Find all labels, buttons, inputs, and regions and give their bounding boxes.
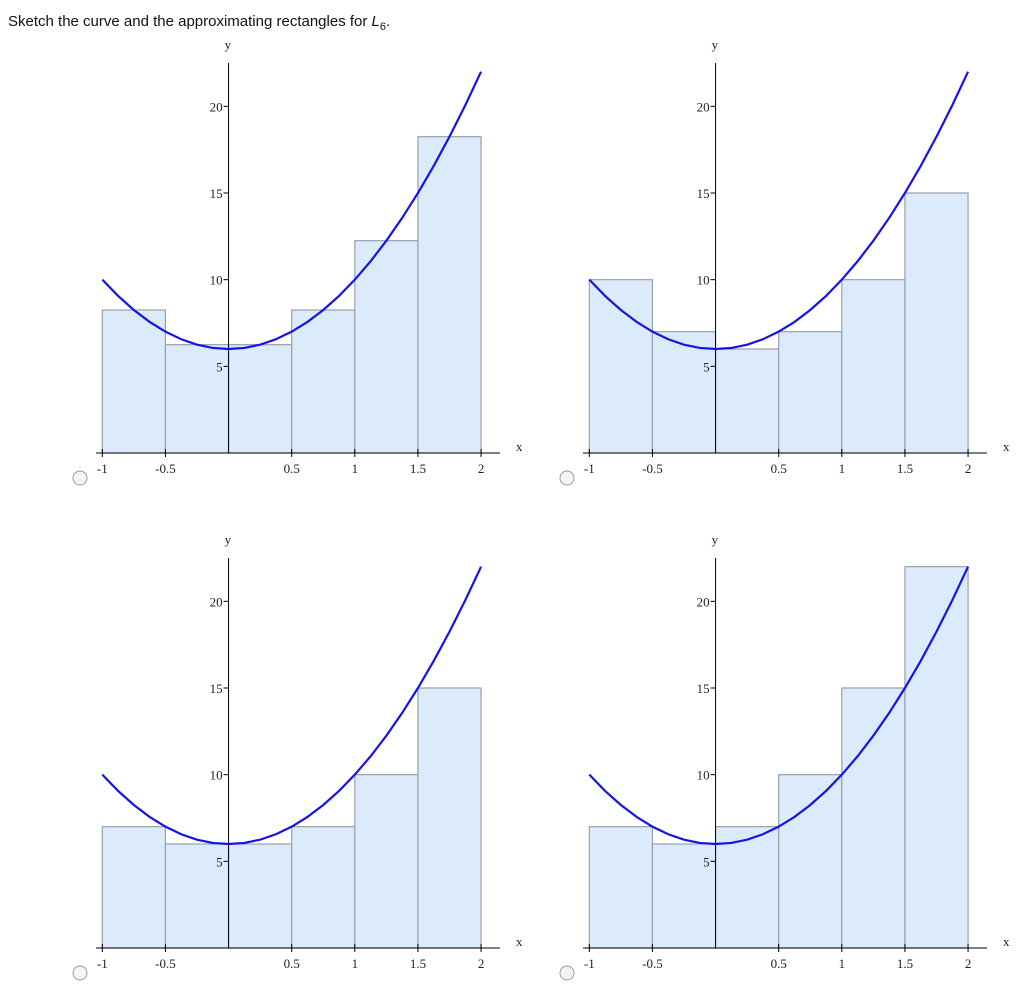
rectangle: [291, 309, 356, 454]
radio-option[interactable]: [72, 965, 88, 981]
x-tick-label: -1: [97, 461, 108, 476]
rectangle: [227, 843, 293, 949]
rectangle: [651, 331, 717, 454]
rectangle: [904, 566, 969, 949]
x-tick-label: -0.5: [155, 956, 176, 971]
rectangle: [101, 826, 167, 949]
x-axis-label: x: [1003, 439, 1010, 454]
subscript: 6: [380, 21, 386, 33]
y-tick-label: 5: [703, 359, 710, 374]
period: .: [386, 13, 390, 30]
x-tick-label: -0.5: [642, 956, 663, 971]
y-tick-label: 10: [697, 768, 710, 783]
x-tick-label: 1.5: [410, 461, 426, 476]
rectangle: [778, 774, 843, 949]
rectangle: [588, 279, 654, 454]
y-tick-label: 10: [210, 273, 223, 288]
x-tick-label: 1: [352, 956, 359, 971]
rectangle: [778, 331, 843, 454]
chart: x y -1 -0.5 0.5 1 1.5 2 5 10 15 20: [96, 532, 523, 971]
curve: [588, 566, 970, 846]
rectangle: [227, 344, 293, 454]
curve: [101, 566, 483, 846]
chart: x y -1 -0.5 0.5 1 1.5 2 5 10 15 20: [583, 37, 1010, 476]
y-tick-label: 15: [210, 681, 223, 696]
rectangle: [417, 687, 482, 949]
y-tick-label: 20: [697, 99, 710, 114]
rectangle: [354, 240, 419, 454]
y-tick-label: 5: [216, 359, 223, 374]
chart: x y -1 -0.5 0.5 1 1.5 2 5 10 15 20: [583, 532, 1010, 971]
rectangle: [588, 826, 654, 949]
y-tick-label: 15: [697, 186, 710, 201]
rectangle: [904, 192, 969, 454]
x-tick-label: 1: [352, 461, 359, 476]
x-axis-label: x: [516, 439, 523, 454]
x-tick-label: 1: [839, 461, 846, 476]
y-tick-label: 15: [697, 681, 710, 696]
rectangle: [714, 348, 780, 454]
x-tick-label: -0.5: [642, 461, 663, 476]
symbol: L: [372, 13, 380, 30]
rectangle: [354, 774, 419, 949]
chart: x y -1 -0.5 0.5 1 1.5 2 5 10 15 20: [96, 37, 523, 476]
x-axis-label: x: [516, 934, 523, 949]
y-tick-label: 20: [210, 99, 223, 114]
x-tick-label: 2: [965, 956, 972, 971]
y-tick-label: 5: [703, 854, 710, 869]
y-axis-label: y: [712, 532, 719, 547]
x-tick-label: 2: [965, 461, 972, 476]
x-tick-label: -1: [584, 461, 595, 476]
rectangle: [841, 687, 906, 949]
x-tick-label: 0.5: [284, 461, 300, 476]
x-tick-label: 2: [478, 461, 485, 476]
rectangle: [651, 843, 717, 949]
y-tick-label: 20: [210, 594, 223, 609]
radio-option[interactable]: [559, 470, 575, 486]
y-tick-label: 5: [216, 854, 223, 869]
x-tick-label: 1.5: [897, 461, 913, 476]
curve: [101, 71, 483, 351]
x-tick-label: -1: [97, 956, 108, 971]
rectangle: [714, 826, 780, 949]
y-axis-label: y: [225, 37, 232, 52]
rectangle: [101, 309, 167, 454]
question-text: Sketch the curve and the approximating r…: [8, 13, 367, 30]
x-tick-label: -0.5: [155, 461, 176, 476]
y-tick-label: 20: [697, 594, 710, 609]
question: Sketch the curve and the approximating r…: [8, 13, 390, 33]
curve: [588, 71, 970, 351]
rectangle: [164, 843, 230, 949]
x-tick-label: -1: [584, 956, 595, 971]
y-axis-label: y: [225, 532, 232, 547]
rectangle: [841, 279, 906, 454]
x-axis-label: x: [1003, 934, 1010, 949]
x-tick-label: 0.5: [771, 461, 787, 476]
x-tick-label: 1: [839, 956, 846, 971]
y-tick-label: 10: [210, 768, 223, 783]
y-tick-label: 10: [697, 273, 710, 288]
rectangle: [417, 136, 482, 454]
x-tick-label: 0.5: [284, 956, 300, 971]
rectangle: [291, 826, 356, 949]
x-tick-label: 2: [478, 956, 485, 971]
radio-option[interactable]: [559, 965, 575, 981]
y-axis-label: y: [712, 37, 719, 52]
x-tick-label: 1.5: [410, 956, 426, 971]
y-tick-label: 15: [210, 186, 223, 201]
x-tick-label: 0.5: [771, 956, 787, 971]
radio-option[interactable]: [72, 470, 88, 486]
x-tick-label: 1.5: [897, 956, 913, 971]
